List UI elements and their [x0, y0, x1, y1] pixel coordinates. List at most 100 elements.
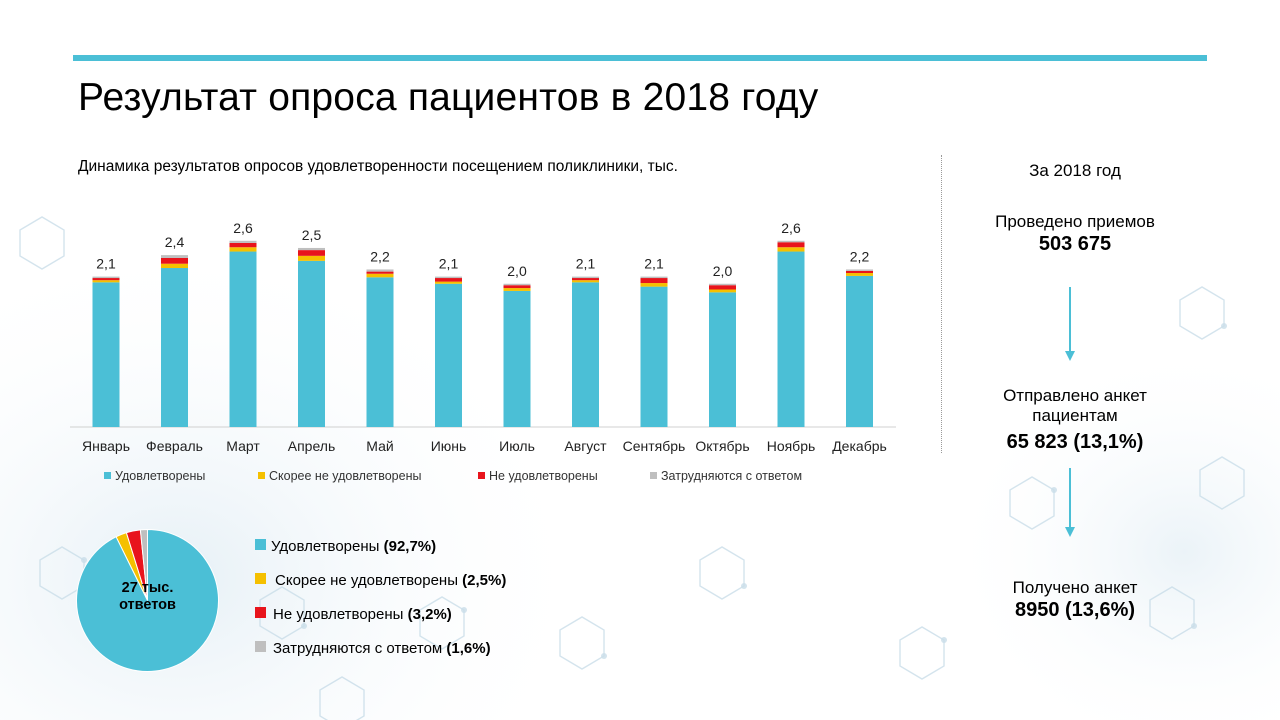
step-value: 8950 (13,6%): [1014, 599, 1136, 621]
bar-segment-4-3: [298, 250, 325, 256]
category-label: Март: [226, 438, 260, 454]
responses-pie-chart: [76, 528, 219, 672]
legend-swatch-2: [258, 472, 265, 479]
bar-segment-3-1: [229, 251, 257, 427]
legend-swatch: [255, 539, 266, 550]
step-label-line2: пациентам: [1032, 406, 1118, 425]
category-label: Ноябрь: [767, 438, 816, 454]
legend-swatch: [255, 641, 266, 652]
category-label: Апрель: [288, 438, 336, 454]
legend-label: Удовлетворены: [271, 538, 380, 555]
bar-segment-4-1: [298, 260, 325, 427]
legend-label-2: Скорее не удовлетворены: [269, 469, 421, 483]
category-label: Январь: [82, 438, 130, 454]
bar-segment-5-2: [366, 273, 394, 278]
step-label-line1: Отправлено анкет: [1003, 386, 1147, 405]
bar-segment-5-4: [366, 269, 394, 272]
bar-segment-5-1: [366, 277, 394, 427]
legend-value: (92,7%): [383, 538, 437, 555]
bar-total-label: 2,1: [644, 256, 664, 272]
bar-segment-8-1: [572, 282, 599, 427]
pie-chart-container: [75, 528, 220, 673]
bar-segment-8-2: [572, 280, 599, 283]
category-label: Декабрь: [832, 438, 887, 454]
chart-subtitle: Динамика результатов опросов удовлетворе…: [78, 158, 678, 175]
category-label: Сентябрь: [623, 438, 686, 454]
bar-total-label: 2,2: [370, 248, 390, 264]
bar-segment-7-4: [503, 283, 531, 286]
bar-segment-6-3: [435, 278, 462, 282]
pie-center-text: 27 тыс. ответов: [119, 580, 176, 613]
monthly-stacked-bar-chart: 2,1 2,4 2,6 2,5 2,2 2,1 2,0 2,1 2,1 2,0 2,6 2,2 Янв…: [70, 220, 896, 483]
bar-segment-6-1: [435, 283, 462, 427]
bar-segment-1-2: [92, 280, 120, 283]
legend-label: Затрудняются с ответом: [273, 640, 443, 657]
down-arrow-icon: [1065, 287, 1075, 361]
side-period: За 2018 год: [1029, 161, 1121, 180]
bar-total-label: 2,2: [850, 248, 870, 264]
step-label: Проведено приемов: [995, 212, 1155, 231]
legend-swatch-3: [478, 472, 485, 479]
bar-segment-1-1: [92, 282, 120, 427]
bar-total-label: 2,4: [165, 234, 185, 250]
bar-segment-12-1: [846, 275, 873, 427]
side-step-received: Получено анкет 8950 (13,6%): [950, 578, 1200, 622]
bar-segment-2-4: [161, 255, 188, 258]
bar-segment-7-1: [503, 290, 531, 427]
category-label: Октябрь: [695, 438, 749, 454]
bar-segment-3-2: [229, 247, 257, 252]
category-label: Февраль: [146, 438, 203, 454]
category-label: Июнь: [431, 438, 467, 454]
pie-legend-item-undecided: Затрудняются с ответом (1,6%): [255, 640, 491, 657]
bar-segment-8-4: [572, 276, 599, 279]
side-step-appointments: Проведено приемов 503 675: [950, 212, 1200, 256]
pie-legend-item-satisfied: Удовлетворены (92,7%): [255, 538, 436, 555]
legend-swatch: [255, 573, 266, 584]
category-label: Май: [366, 438, 393, 454]
bar-total-label: 2,1: [96, 256, 116, 272]
legend-swatch: [255, 607, 266, 618]
bar-segment-9-1: [640, 286, 668, 427]
bar-segment-4-2: [298, 255, 325, 261]
bar-segment-9-3: [640, 278, 668, 284]
pie-center-label: 27 тыс. ответов: [95, 580, 200, 614]
pie-slice-1: [76, 528, 219, 672]
legend-swatch-4: [650, 472, 657, 479]
bar-segment-12-3: [846, 270, 873, 274]
bar-total-label: 2,1: [439, 256, 459, 272]
bar-segment-10-2: [709, 289, 736, 293]
bar-segment-11-2: [777, 247, 805, 252]
bar-segment-7-3: [503, 285, 531, 289]
pie-legend-item-rather-not: Скорее не удовлетворены (2,5%): [255, 572, 506, 589]
bar-segment-3-3: [229, 242, 257, 248]
bar-total-label: 2,0: [713, 263, 733, 279]
step-value: 503 675: [1038, 233, 1112, 255]
bar-total-label: 2,5: [302, 227, 322, 243]
bar-segment-7-2: [503, 288, 531, 291]
legend-label: Скорее не удовлетворены: [275, 572, 458, 589]
down-arrow-icon: [1065, 468, 1075, 537]
bar-segment-10-1: [709, 292, 736, 427]
bar-segment-12-4: [846, 269, 873, 271]
bar-segment-9-2: [640, 283, 668, 287]
step-value: 65 823 (13,1%): [1006, 431, 1144, 453]
bar-segment-11-1: [777, 251, 805, 427]
legend-swatch-1: [104, 472, 111, 479]
bar-segment-12-2: [846, 273, 873, 276]
bar-segment-6-2: [435, 281, 462, 284]
bar-segment-11-3: [777, 242, 805, 248]
top-accent-rule: [73, 55, 1207, 61]
bar-total-label: 2,0: [507, 263, 527, 279]
bar-segment-5-3: [366, 271, 394, 274]
bar-segment-10-3: [709, 285, 736, 290]
legend-label: Не удовлетворены: [273, 606, 404, 623]
bar-segment-2-2: [161, 263, 188, 269]
side-step-sent: Отправлено анкет пациентам 65 823 (13,1%…: [950, 386, 1200, 454]
page-title: Результат опроса пациентов в 2018 году: [78, 76, 819, 119]
bar-segment-3-4: [229, 240, 257, 243]
step-label: Получено анкет: [1012, 578, 1138, 597]
bar-segment-9-4: [640, 276, 668, 279]
legend-label-4: Затрудняются с ответом: [661, 469, 802, 483]
bar-segment-1-4: [92, 276, 120, 279]
legend-value: (3,2%): [407, 606, 452, 623]
